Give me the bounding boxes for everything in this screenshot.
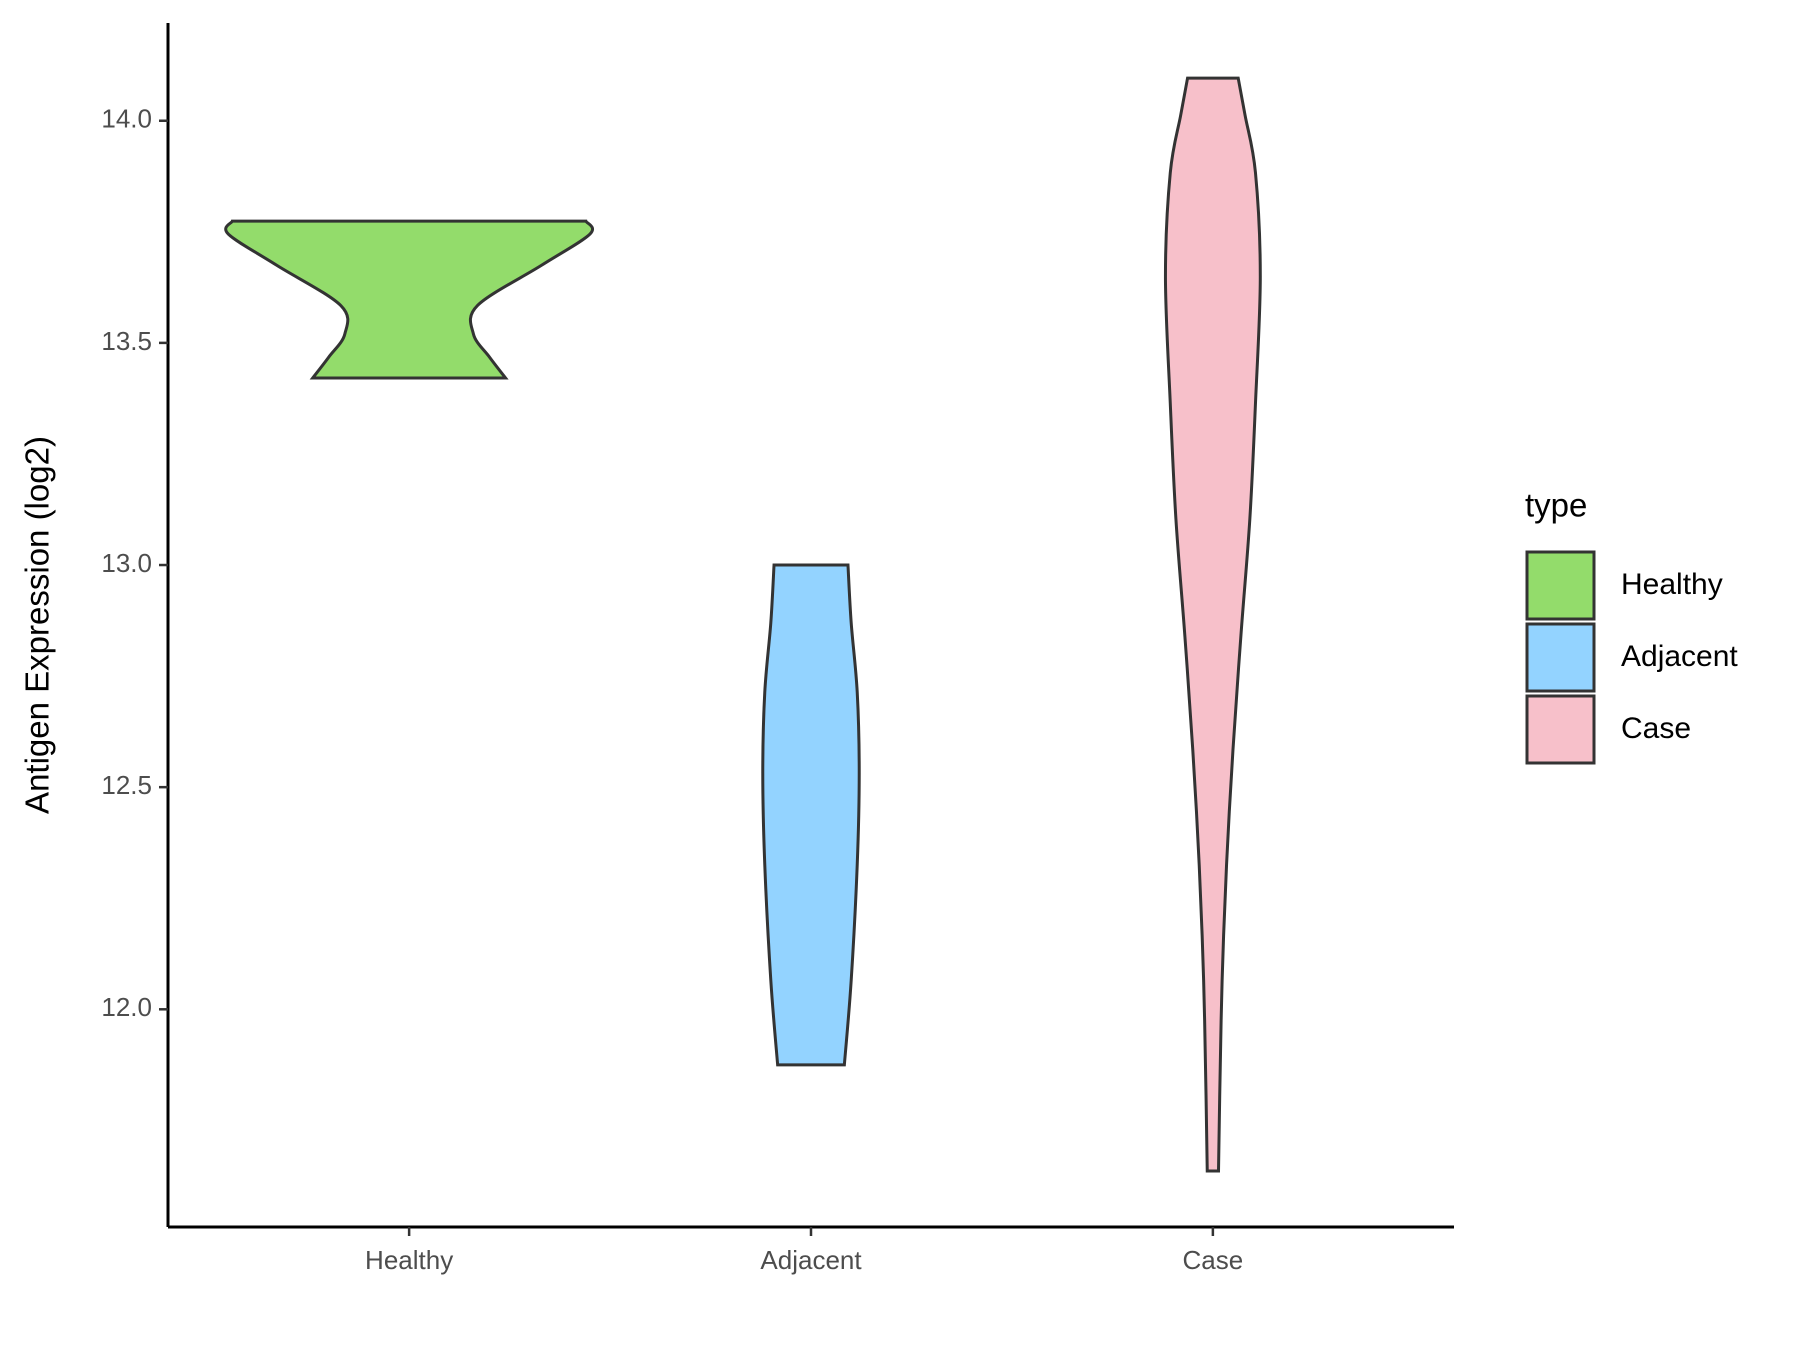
- legend-key: [1525, 622, 1596, 693]
- y-tick-label: 13.0: [101, 548, 152, 578]
- y-axis-title: Antigen Expression (log2): [19, 436, 56, 814]
- legend-title: type: [1525, 487, 1587, 524]
- legend-label: Case: [1621, 712, 1691, 745]
- x-tick-label: Case: [1183, 1245, 1244, 1275]
- y-tick-label: 12.5: [101, 770, 152, 800]
- y-tick-label: 13.5: [101, 326, 152, 356]
- violin: [1163, 76, 1262, 1173]
- x-tick-label: Healthy: [365, 1245, 453, 1275]
- legend-key: [1525, 550, 1596, 621]
- x-tick-label: Adjacent: [760, 1245, 862, 1275]
- legend-label: Healthy: [1621, 568, 1723, 601]
- y-tick-label: 14.0: [101, 104, 152, 134]
- violin: [224, 219, 595, 380]
- y-tick-label: 12.0: [101, 992, 152, 1022]
- violin: [761, 563, 861, 1067]
- legend-key: [1525, 694, 1596, 765]
- legend-label: Adjacent: [1621, 640, 1738, 673]
